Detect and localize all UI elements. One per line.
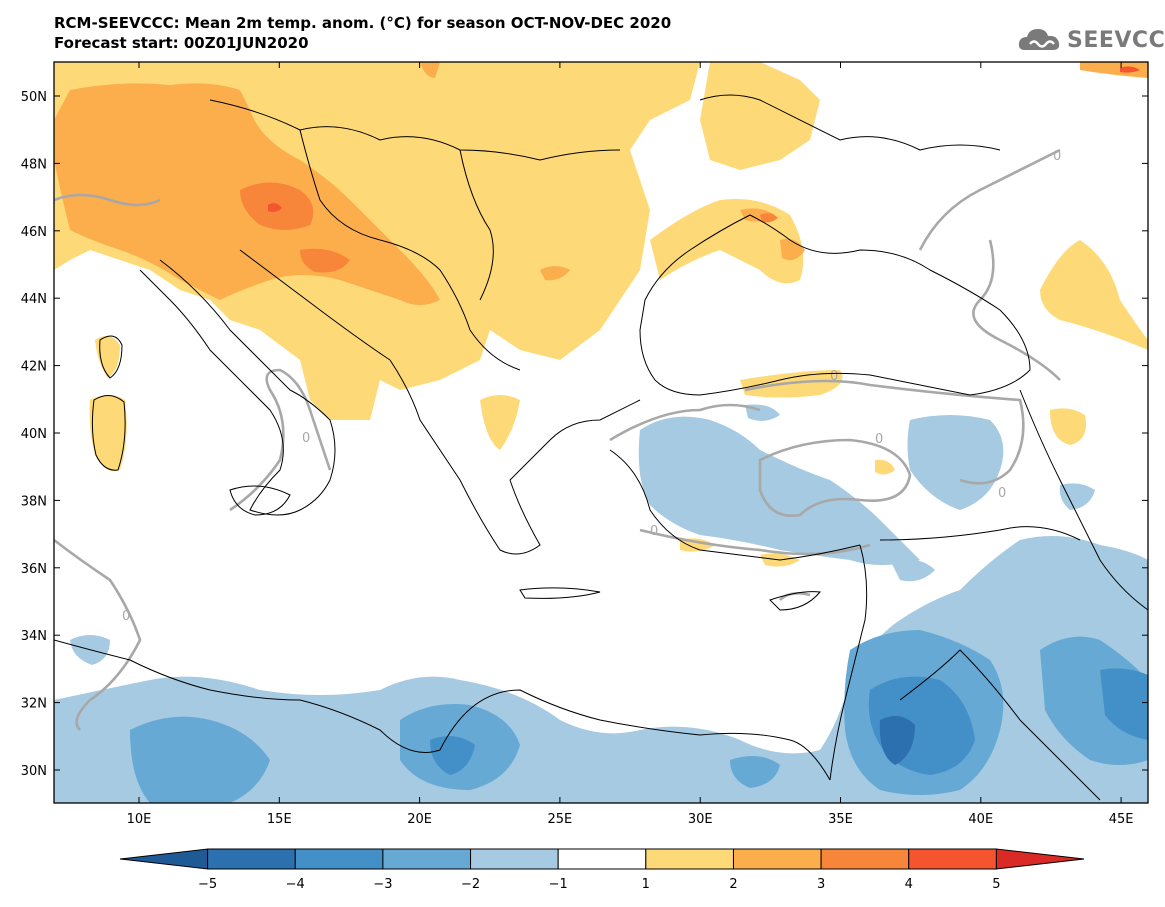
lon-tick-label: 45E <box>1109 812 1134 827</box>
cool-anomaly-4to5 <box>879 716 915 765</box>
lat-tick-label: 48N <box>21 157 47 172</box>
colorbar-tick-label: 5 <box>992 877 1000 892</box>
lon-tick-label: 30E <box>688 812 713 827</box>
lat-tick-label: 32N <box>21 697 47 712</box>
lat-tick-label: 30N <box>21 764 47 779</box>
lat-tick-label: 44N <box>21 292 47 307</box>
colorbar-segment <box>995 848 1085 870</box>
colorbar-segment <box>119 848 209 870</box>
lon-tick-label: 10E <box>127 812 152 827</box>
contour-label: 0 <box>302 431 310 446</box>
lat-tick-label: 40N <box>21 427 47 442</box>
contour-value-labels: 0 0 0 0 0 0 0 <box>122 149 1061 624</box>
colorbar-legend: −5 −4 −3 −2 −1 1 2 3 4 5 <box>119 848 1085 892</box>
coastlines-and-borders <box>54 94 1148 801</box>
lon-tick-label: 40E <box>968 812 993 827</box>
lat-tick-label: 34N <box>21 629 47 644</box>
contour-label: 0 <box>830 369 838 384</box>
contour-label: 0 <box>998 486 1006 501</box>
lon-tick-label: 15E <box>267 812 292 827</box>
zero-contour-lines <box>54 148 1061 731</box>
colorbar-tick-label: 1 <box>642 877 650 892</box>
contour-label: 0 <box>122 609 130 624</box>
colorbar-segment <box>645 848 734 870</box>
colorbar-segment <box>382 848 472 870</box>
contour-label: 0 <box>650 524 658 539</box>
anomaly-map-panel: 0 0 0 0 0 0 0 <box>54 62 1148 803</box>
colorbar-tick-label: −3 <box>373 877 392 892</box>
logo-text: SEEVCCC <box>1067 28 1165 53</box>
seevccc-logo: SEEVCCC <box>1017 22 1165 56</box>
colorbar-tick-label: −1 <box>549 877 568 892</box>
colorbar-tick-label: −2 <box>461 877 480 892</box>
lat-tick-label: 42N <box>21 360 47 375</box>
contour-label: 0 <box>1053 149 1061 164</box>
colorbar-tick-label: −4 <box>286 877 305 892</box>
colorbar-segment <box>557 848 647 870</box>
contour-label: 0 <box>875 432 883 447</box>
colorbar-segment <box>908 848 997 870</box>
forecast-start-label: Forecast start: 00Z01JUN2020 <box>54 34 309 52</box>
latitude-axis: 50N 48N 46N 44N 42N 40N 38N 36N 34N 32N 30N <box>21 90 1148 779</box>
lon-tick-label: 35E <box>828 812 853 827</box>
colorbar-segment <box>470 848 559 870</box>
lat-tick-label: 50N <box>21 90 47 105</box>
longitude-axis: 10E 15E 20E 25E 30E 35E 40E 45E <box>127 62 1134 827</box>
lat-tick-label: 38N <box>21 494 47 509</box>
colorbar-segment <box>820 848 910 870</box>
colorbar-segment <box>732 848 822 870</box>
lon-tick-label: 25E <box>548 812 573 827</box>
lat-tick-label: 46N <box>21 225 47 240</box>
lat-tick-label: 36N <box>21 562 47 577</box>
colorbar-tick-label: 2 <box>729 877 737 892</box>
map-title: RCM-SEEVCCC: Mean 2m temp. anom. (°C) fo… <box>54 14 672 32</box>
colorbar-tick-label: −5 <box>198 877 217 892</box>
colorbar-tick-label: 3 <box>817 877 825 892</box>
cloud-logo-icon <box>1018 29 1060 50</box>
colorbar-tick-label: 4 <box>905 877 913 892</box>
warm-anomaly-4to5 <box>268 66 1140 212</box>
colorbar-segment <box>294 848 384 870</box>
colorbar-segment <box>207 848 296 870</box>
lon-tick-label: 20E <box>407 812 432 827</box>
